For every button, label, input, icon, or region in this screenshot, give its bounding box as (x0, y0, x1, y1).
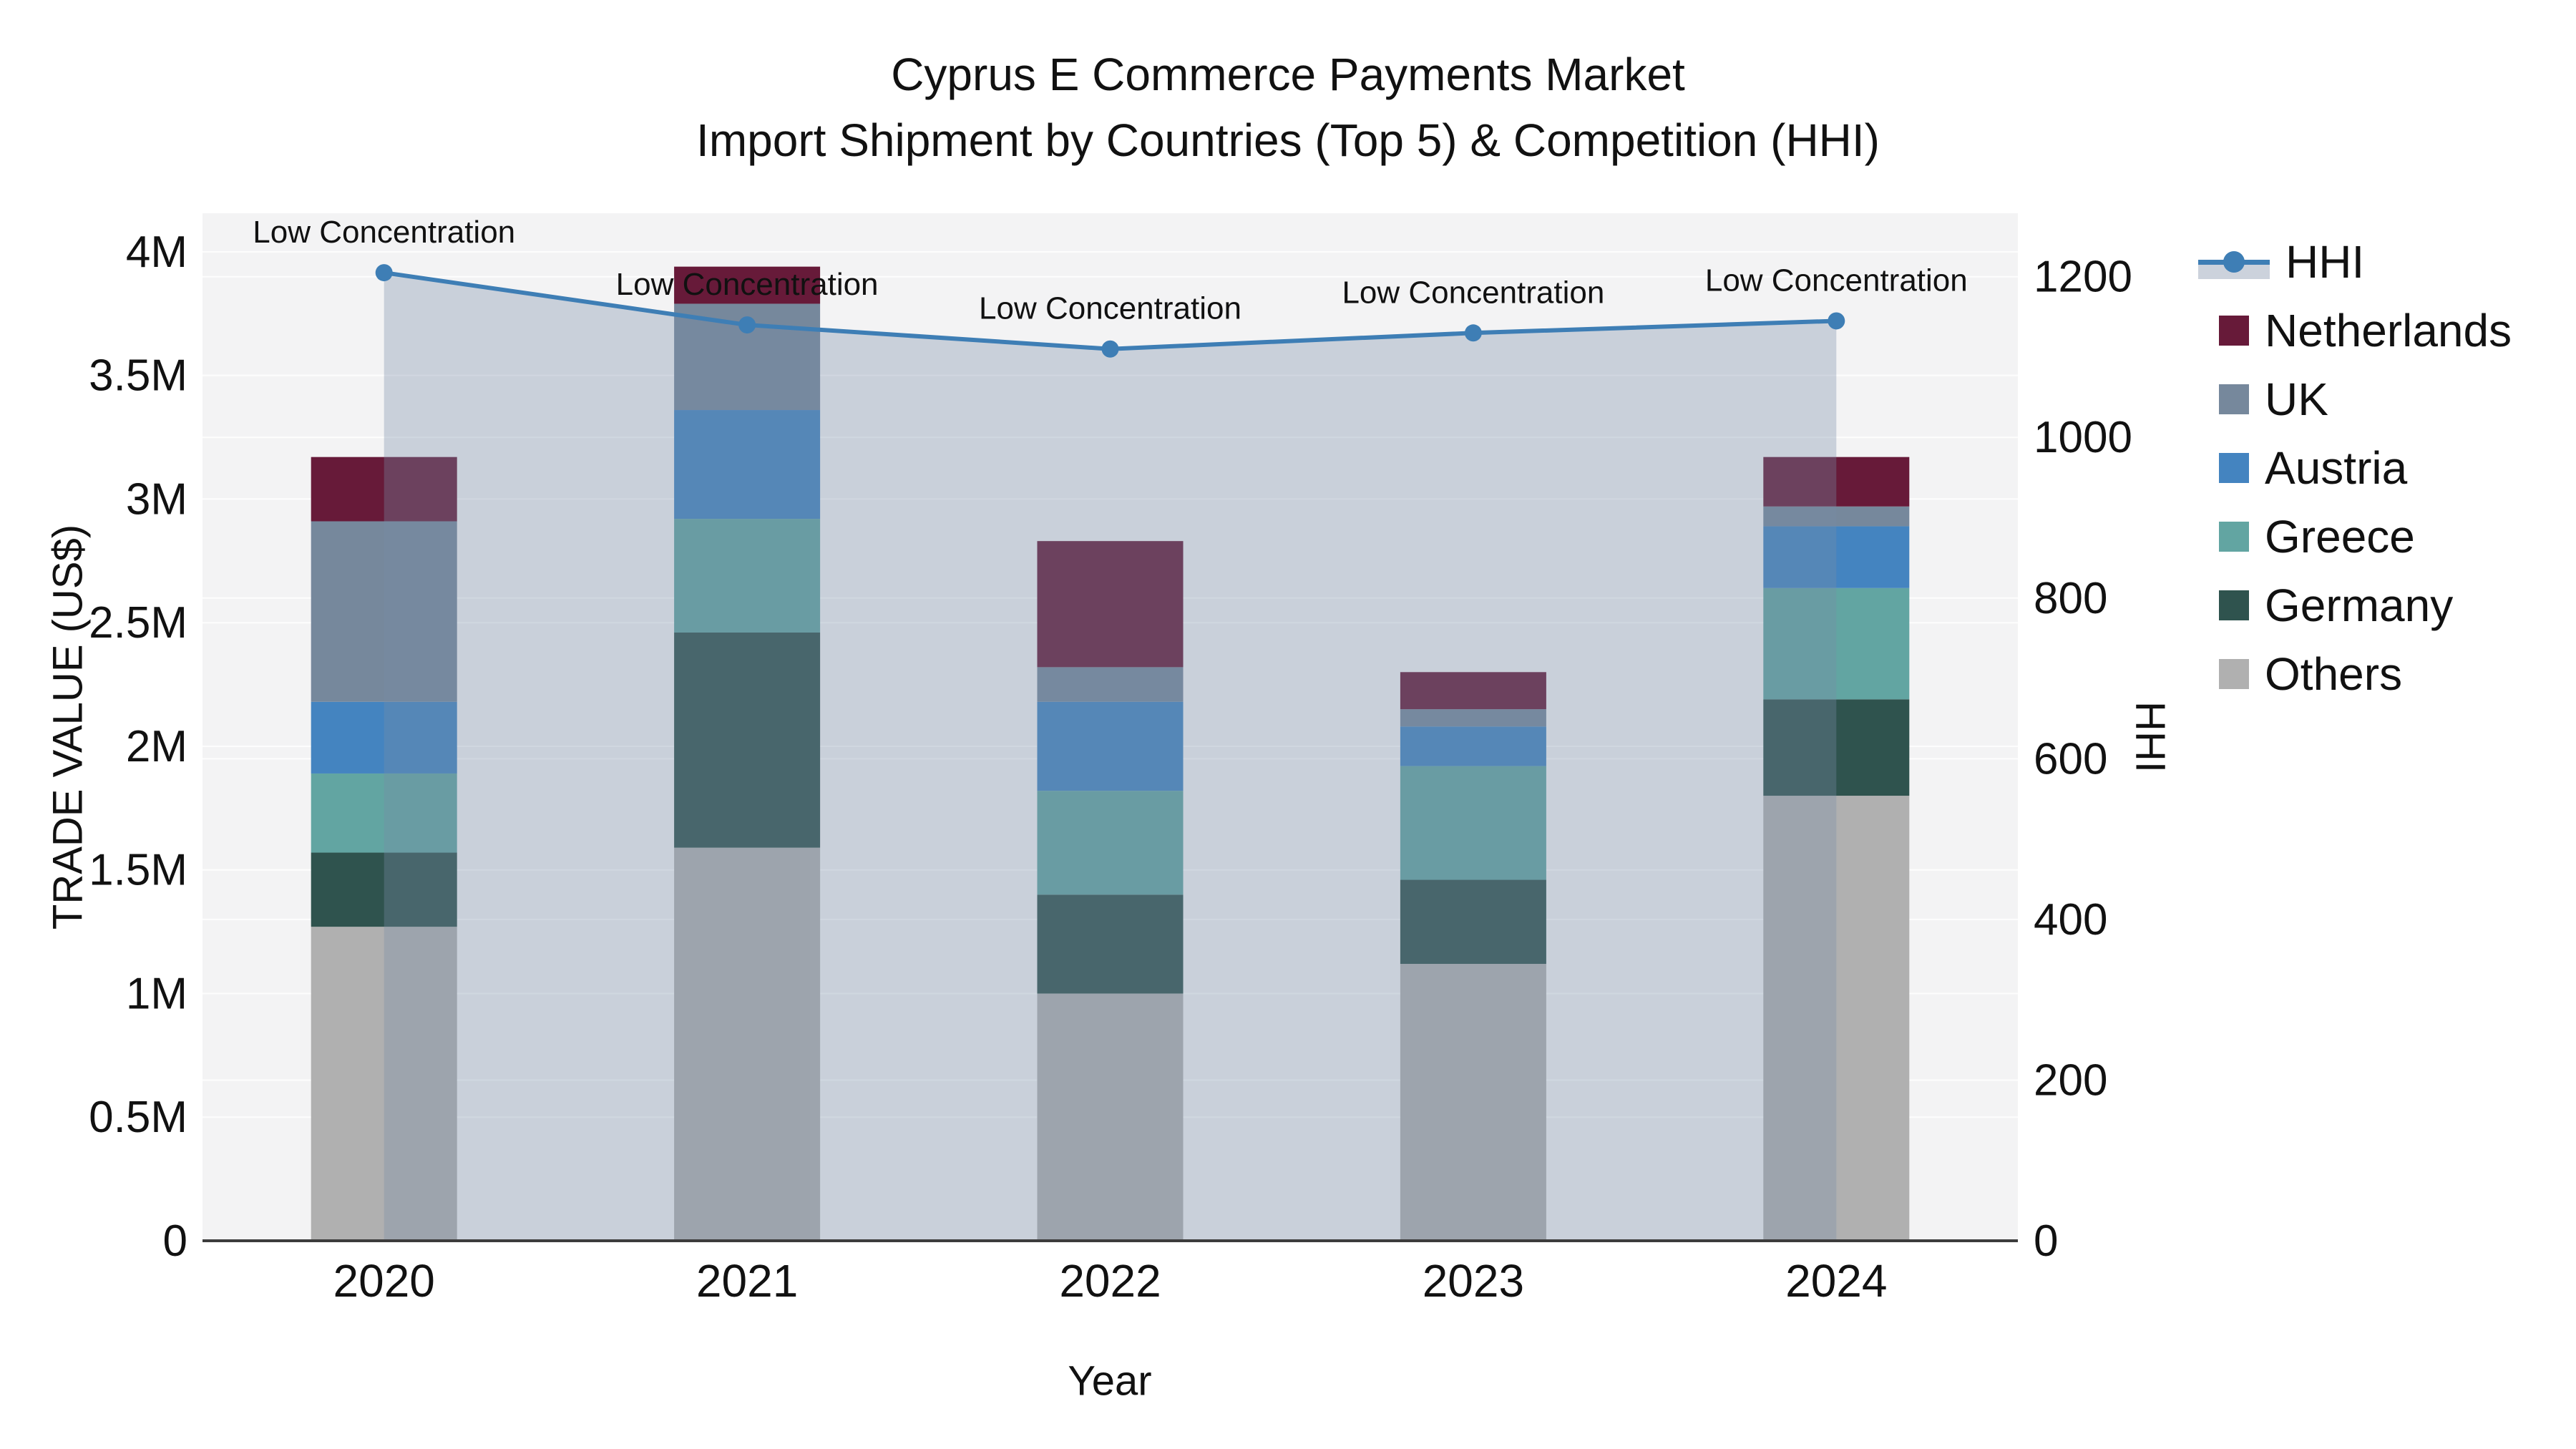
y-right-tick-400: 400 (2034, 895, 2107, 945)
bar-segment-others-2024 (1763, 796, 1910, 1241)
bar-segment-netherlands-2020 (311, 457, 457, 522)
bar-segment-germany-2022 (1037, 894, 1184, 994)
x-axis-title: Year (1068, 1357, 1152, 1405)
bar-segment-austria-2022 (1037, 701, 1184, 791)
hhi-area-fill (384, 273, 1837, 1241)
legend-swatch-uk (2219, 384, 2249, 414)
y-left-tick-3M: 3M (126, 474, 187, 524)
x-tick-2022: 2022 (1059, 1255, 1161, 1307)
x-tick-2020: 2020 (333, 1255, 435, 1307)
chart-title-line2: Import Shipment by Countries (Top 5) & C… (696, 114, 1880, 166)
legend-item-hhi[interactable]: HHI (2198, 228, 2512, 296)
bar-segment-netherlands-2024 (1763, 457, 1910, 507)
bar-segment-netherlands-2022 (1037, 541, 1184, 668)
legend-item-austria[interactable]: Austria (2198, 434, 2512, 502)
legend-item-others[interactable]: Others (2198, 640, 2512, 708)
y-right-tick-800: 800 (2034, 574, 2107, 623)
bar-segment-greece-2024 (1763, 587, 1910, 700)
bar-segment-austria-2020 (311, 701, 457, 774)
legend-item-uk[interactable]: UK (2198, 365, 2512, 434)
legend-label-greece: Greece (2265, 511, 2415, 562)
bar-segment-greece-2022 (1037, 791, 1184, 895)
legend-swatch-netherlands (2219, 316, 2249, 346)
hhi-point-2023 (1464, 324, 1482, 342)
y-left-tick-0: 0 (163, 1216, 187, 1266)
legend-item-greece[interactable]: Greece (2198, 502, 2512, 571)
chart-title-line1: Cyprus E Commerce Payments Market (891, 49, 1685, 100)
bar-segment-netherlands-2023 (1400, 672, 1546, 710)
x-tick-2023: 2023 (1423, 1255, 1524, 1307)
y-right-tick-1000: 1000 (2034, 413, 2132, 462)
bar-segment-germany-2023 (1400, 879, 1546, 965)
bar-segment-germany-2021 (674, 633, 821, 848)
y-right-tick-1200: 1200 (2034, 253, 2132, 302)
chart-title: Cyprus E Commerce Payments Market Import… (0, 42, 2576, 173)
y-right-axis-title: HHI (2127, 701, 2174, 773)
bar-segment-greece-2021 (674, 519, 821, 633)
bar-segment-others-2021 (674, 847, 821, 1241)
bar-segment-uk-2024 (1763, 506, 1910, 527)
y-left-tick-2M: 2M (126, 722, 187, 771)
hhi-point-2020 (375, 264, 393, 282)
bar-segment-greece-2023 (1400, 766, 1546, 880)
legend-label-hhi: HHI (2285, 236, 2365, 288)
legend-label-uk: UK (2265, 374, 2328, 425)
annotation-2024: Low Concentration (1705, 263, 1968, 298)
legend: HHI Netherlands UK Austria Greece Germany Othe… (2198, 228, 2512, 708)
bar-segment-austria-2023 (1400, 726, 1546, 766)
y-right-tick-200: 200 (2034, 1055, 2107, 1105)
bar-segment-germany-2020 (311, 852, 457, 927)
legend-item-germany[interactable]: Germany (2198, 571, 2512, 640)
hhi-point-2021 (738, 316, 756, 334)
bar-segment-germany-2024 (1763, 699, 1910, 796)
annotation-2022: Low Concentration (979, 291, 1241, 326)
y-right-tick-0: 0 (2034, 1216, 2058, 1266)
annotation-2021: Low Concentration (616, 267, 879, 302)
legend-label-austria: Austria (2265, 442, 2408, 494)
bar-segment-netherlands-2021 (674, 266, 821, 304)
bar-segment-austria-2024 (1763, 526, 1910, 588)
y-left-tick-1.5M: 1.5M (89, 846, 187, 895)
x-tick-2021: 2021 (696, 1255, 798, 1307)
legend-label-netherlands: Netherlands (2265, 305, 2512, 356)
legend-swatch-germany (2219, 590, 2249, 620)
legend-item-netherlands[interactable]: Netherlands (2198, 296, 2512, 365)
hhi-line-sample-icon (2198, 246, 2270, 279)
bar-segment-greece-2020 (311, 773, 457, 853)
y-left-tick-2.5M: 2.5M (89, 598, 187, 648)
annotation-2020: Low Concentration (253, 215, 515, 250)
x-tick-2024: 2024 (1785, 1255, 1887, 1307)
bar-segment-others-2022 (1037, 993, 1184, 1241)
bar-segment-uk-2023 (1400, 709, 1546, 727)
hhi-point-2024 (1828, 312, 1845, 330)
y-left-tick-3.5M: 3.5M (89, 351, 187, 401)
y-left-tick-1M: 1M (126, 969, 187, 1018)
y-left-tick-4M: 4M (126, 228, 187, 277)
legend-swatch-austria (2219, 453, 2249, 483)
legend-label-germany: Germany (2265, 580, 2454, 631)
y-right-tick-600: 600 (2034, 734, 2107, 784)
bar-segment-others-2020 (311, 927, 457, 1241)
bar-segment-uk-2022 (1037, 667, 1184, 702)
y-left-axis-title: TRADE VALUE (US$) (44, 524, 92, 930)
bar-segment-uk-2020 (311, 521, 457, 702)
bar-segment-others-2023 (1400, 964, 1546, 1241)
annotation-2023: Low Concentration (1342, 275, 1604, 310)
bar-segment-austria-2021 (674, 410, 821, 519)
hhi-point-2022 (1101, 340, 1119, 358)
legend-label-others: Others (2265, 648, 2403, 700)
y-left-tick-0.5M: 0.5M (89, 1093, 187, 1142)
legend-swatch-others (2219, 659, 2249, 689)
legend-swatch-greece (2219, 522, 2249, 552)
